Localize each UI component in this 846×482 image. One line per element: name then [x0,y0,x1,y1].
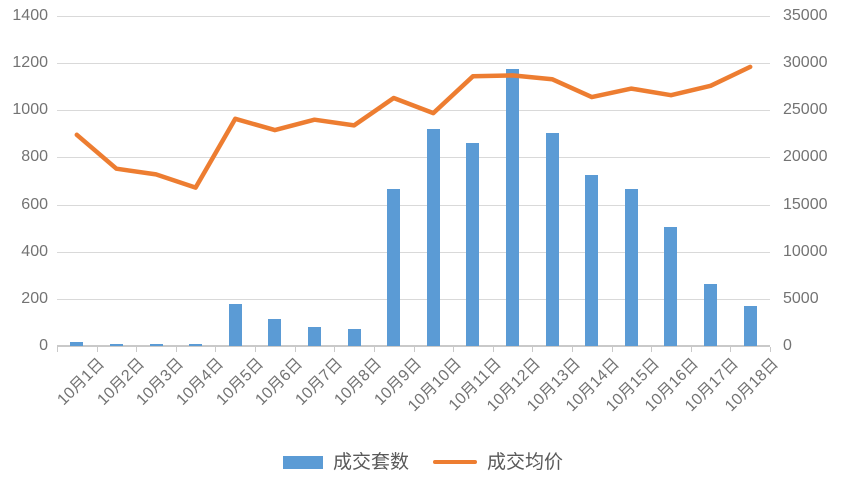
x-axis-tick [96,347,98,352]
right-axis-tick-label: 30000 [783,54,828,72]
left-axis-tick-label: 200 [21,289,48,307]
gridline [57,298,770,300]
bar-10月14日 [585,174,599,346]
bar-10月1日 [70,342,84,346]
bar-10月3日 [149,344,163,346]
legend: 成交套数 成交均价 [0,449,846,475]
bar-10月17日 [704,284,718,346]
legend-bar-swatch [282,455,323,469]
left-axis-tick-label: 0 [39,337,48,354]
gridline [57,16,770,17]
price-line [74,64,753,190]
bar-10月4日 [189,344,203,346]
bar-10月12日 [506,69,520,346]
right-axis-tick-label: 5000 [783,289,819,307]
x-axis-tick [413,347,415,352]
x-axis-tick [175,347,177,352]
x-axis-tick [690,347,692,352]
left-axis-tick-label: 800 [21,148,48,166]
right-axis-tick-label: 35000 [783,7,828,24]
bar-10月9日 [387,188,401,346]
bar-10月13日 [545,132,559,346]
x-axis-tick [255,347,257,352]
right-axis-tick-label: 15000 [783,195,828,213]
x-axis-tick [334,347,336,352]
x-axis-tick [57,347,58,352]
right-axis-tick-label: 0 [783,337,792,354]
x-axis-tick [453,347,455,352]
bar-10月11日 [466,142,480,346]
legend-line-swatch [433,459,477,465]
x-axis-tick [492,347,494,352]
bar-10月6日 [268,318,282,346]
left-axis-tick-label: 1400 [12,7,48,24]
x-axis-tick [294,347,296,352]
x-axis-tick [611,347,613,352]
left-axis-tick-label: 400 [21,242,48,260]
bar-10月2日 [109,344,123,346]
bar-10月15日 [624,188,638,346]
left-axis-tick-label: 1000 [12,101,48,119]
bar-10月7日 [307,327,321,346]
bar-10月18日 [743,305,757,346]
legend-line-label: 成交均价 [487,451,564,473]
x-axis-tick [571,347,573,352]
x-axis-tick [136,347,138,352]
bar-10月5日 [228,303,242,346]
gridline [57,110,770,112]
left-axis-tick-label: 600 [21,195,48,213]
x-axis-tick [730,347,732,352]
gridline [57,157,770,159]
right-axis-tick-label: 25000 [783,101,828,119]
gridline [57,251,770,253]
left-axis-tick-label: 1200 [12,54,48,72]
gridline [57,63,770,65]
x-axis-tick [532,347,534,352]
right-axis-tick-label: 20000 [783,148,828,166]
x-axis-tick [770,347,771,352]
x-axis-tick [215,347,217,352]
x-axis-tick [373,347,375,352]
legend-bar-label: 成交套数 [332,451,409,473]
right-axis-tick-label: 10000 [783,242,828,260]
gridline [57,204,770,206]
x-axis-line [57,345,770,347]
bar-10月16日 [664,226,678,346]
x-axis-tick [651,347,653,352]
bar-10月8日 [347,329,361,346]
bar-10月10日 [426,129,440,346]
